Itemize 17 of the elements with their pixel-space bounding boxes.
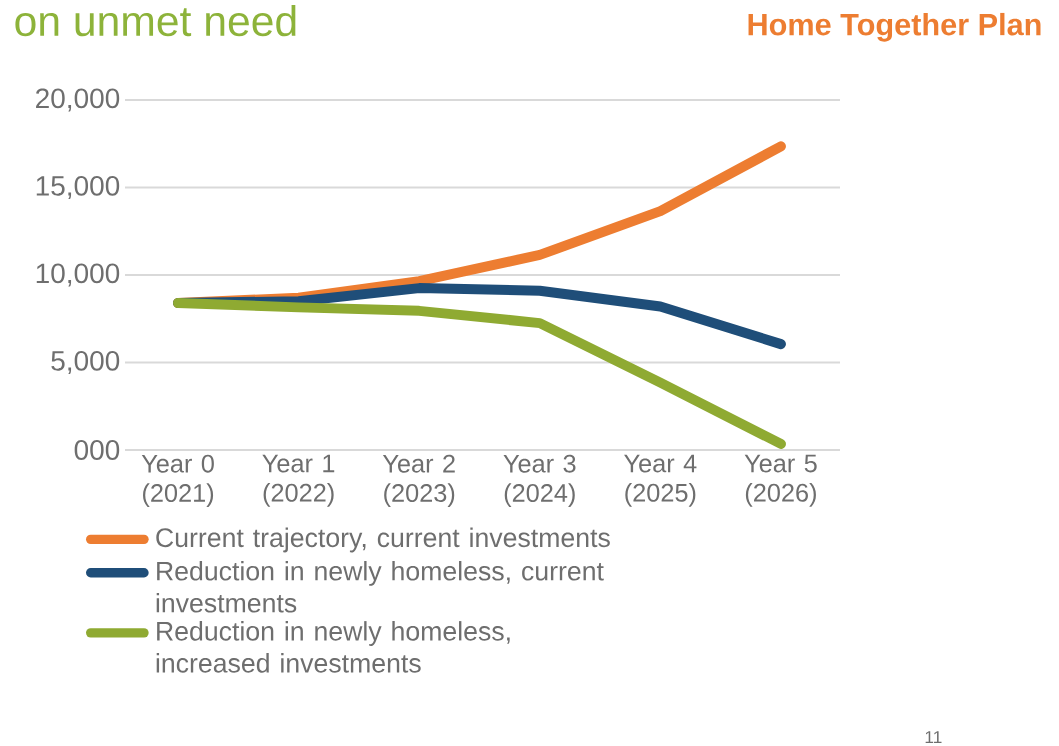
chart-subtitle: Home Together Plan: [748, 12, 1041, 42]
legend-label: Reduction in newly homeless, increased investments: [156, 621, 510, 673]
y-tick-label: 000: [74, 440, 120, 460]
legend-label: Reduction in newly homeless, current investments: [156, 560, 604, 613]
x-tick-label: Year 3 (2024): [503, 454, 576, 507]
y-tick-label: 15,000: [36, 175, 120, 200]
x-tick-label: Year 4 (2025): [624, 454, 697, 507]
x-tick-label: Year 0 (2021): [141, 454, 214, 507]
y-tick-label: 5,000: [51, 350, 120, 375]
chart-title: on unmet need: [15, 4, 296, 37]
y-tick-label: 20,000: [36, 88, 120, 112]
legend-label: Current trajectory, current investments: [156, 527, 610, 553]
x-tick-label: Year 1 (2022): [262, 454, 335, 507]
y-tick-label: 10,000: [36, 263, 120, 287]
text: 11: [925, 731, 942, 744]
x-tick-label: Year 5 (2026): [744, 454, 817, 507]
x-tick-label: Year 2 (2023): [382, 454, 455, 507]
